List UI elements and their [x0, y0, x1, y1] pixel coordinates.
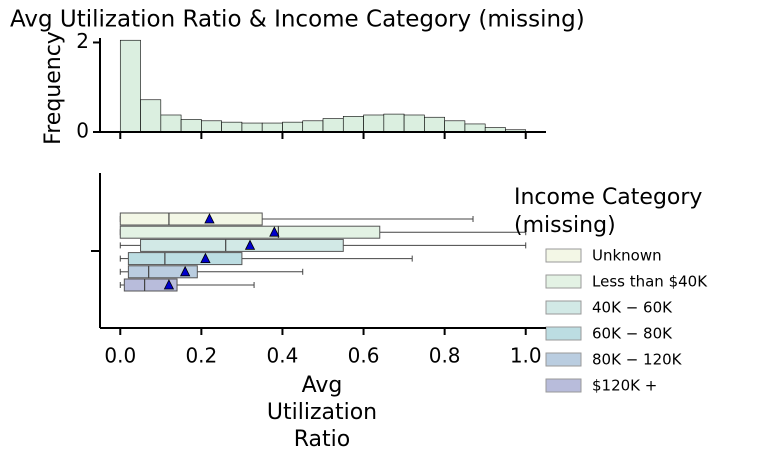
- histogram-bar: [201, 120, 222, 133]
- legend-label: 40K − 60K: [592, 299, 673, 317]
- x-tick-label: 0.2: [185, 344, 217, 368]
- legend-swatch: [545, 326, 582, 341]
- box: [119, 212, 263, 226]
- legend-label: 80K − 120K: [592, 351, 683, 369]
- histogram-bar: [322, 118, 344, 133]
- legend-label: $120K +: [592, 377, 657, 395]
- histogram-bar: [363, 114, 385, 133]
- histogram-bar: [383, 113, 405, 133]
- legend-swatch: [545, 300, 582, 315]
- mean-marker: [179, 265, 191, 277]
- box: [140, 238, 344, 252]
- histogram-bar: [180, 119, 202, 133]
- histogram-bar: [302, 120, 324, 133]
- y-axis-label: Frequency: [41, 31, 66, 145]
- y-tick-label: 0: [76, 119, 89, 143]
- histogram-bar: [403, 114, 425, 133]
- mean-marker: [244, 239, 256, 250]
- legend-swatch: [545, 248, 582, 263]
- legend-label: Unknown: [592, 247, 662, 265]
- legend-swatch: [545, 274, 582, 289]
- histogram-bar: [119, 39, 141, 133]
- legend-label: 60K − 80K: [592, 325, 673, 343]
- mean-marker: [204, 213, 215, 224]
- histogram-bar: [140, 99, 162, 133]
- box: [119, 225, 381, 239]
- histogram-bar: [221, 121, 243, 133]
- mean-marker: [200, 252, 211, 263]
- legend-label: Less than $40K: [592, 273, 708, 291]
- histogram-bar: [342, 116, 364, 133]
- histogram-bar: [424, 116, 445, 133]
- legend-swatch: [545, 352, 582, 367]
- box: [127, 265, 198, 279]
- histogram-bar: [160, 114, 182, 133]
- x-tick-label: 0.6: [348, 344, 380, 368]
- histogram-bar: [464, 123, 486, 133]
- chart-title: Avg Utilization Ratio & Income Category …: [10, 7, 585, 33]
- box: [123, 278, 178, 292]
- x-tick-label: 0.8: [429, 344, 461, 368]
- mean-marker: [269, 226, 280, 237]
- histogram-bar: [261, 122, 283, 133]
- histogram-bar: [282, 121, 304, 133]
- box: [127, 252, 243, 266]
- mean-marker: [163, 279, 175, 290]
- histogram-bar: [444, 120, 466, 133]
- legend-swatch: [545, 378, 582, 393]
- x-tick-label: 1.0: [510, 344, 542, 368]
- y-tick-label: 2: [76, 29, 89, 53]
- legend-title: Income Category (missing): [514, 185, 703, 238]
- x-tick-label: 0.4: [267, 344, 299, 368]
- histogram-bar: [241, 122, 263, 133]
- x-axis-label: Avg Utilization Ratio: [266, 373, 378, 452]
- x-tick-label: 0.0: [104, 344, 136, 368]
